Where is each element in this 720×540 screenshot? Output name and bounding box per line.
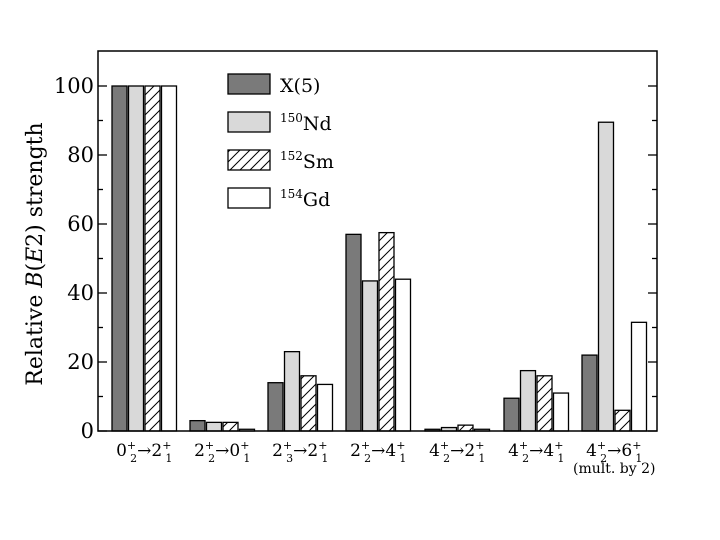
bar-150nd-c3 xyxy=(283,350,301,432)
bar-150nd-c6 xyxy=(519,369,537,432)
bar-152sm-c2 xyxy=(222,421,239,432)
x-category-label: 4+ 2→2+ 1 xyxy=(429,439,485,465)
legend-swatch xyxy=(227,111,271,133)
bar-154gd-c7 xyxy=(630,321,648,432)
category-note: (mult. by 2) xyxy=(573,461,655,477)
bar-154gd-c1 xyxy=(160,85,178,432)
x-category-label: 2+ 3→2+ 1 xyxy=(272,439,328,465)
bar-150nd-c4 xyxy=(361,280,379,432)
legend-label: X(5) xyxy=(280,75,320,97)
bar-x5-c7 xyxy=(581,354,598,432)
bar-154gd-c3 xyxy=(316,383,334,432)
y-tick-label: 40 xyxy=(67,281,94,305)
y-tick-label: 20 xyxy=(67,350,94,374)
bar-152sm-c7 xyxy=(614,409,631,432)
legend-swatch xyxy=(227,187,271,209)
x-category-label: 0+ 2→2+ 1 xyxy=(116,439,172,465)
x-category-label: 2+ 2→0+ 1 xyxy=(194,439,250,465)
bar-152sm-c3 xyxy=(300,375,317,432)
x-category-label: 2+ 2→4+ 1 xyxy=(350,439,406,465)
legend-swatch xyxy=(227,73,271,95)
y-axis-label: Relative B(E2) strength xyxy=(23,122,48,385)
y-tick-label: 80 xyxy=(67,143,94,167)
bar-154gd-c6 xyxy=(552,392,570,432)
y-tick-label: 60 xyxy=(67,212,94,236)
bar-x5-c4 xyxy=(345,233,362,432)
y-tick-label: 100 xyxy=(54,74,94,98)
bar-152sm-c1 xyxy=(144,85,161,432)
x-category-label: 4+ 2→6+ 1 xyxy=(586,439,642,465)
legend-swatch xyxy=(227,149,271,171)
bar-152sm-c6 xyxy=(536,375,553,432)
bar-150nd-c2 xyxy=(205,421,223,432)
x-category-label: 4+ 2→4+ 1 xyxy=(508,439,564,465)
bar-x5-c1 xyxy=(111,85,128,432)
bar-x5-c2 xyxy=(189,419,206,432)
bar-x5-c3 xyxy=(267,382,284,432)
plot-frame xyxy=(97,50,658,432)
bar-150nd-c7 xyxy=(597,121,615,432)
legend-label: 154Gd xyxy=(280,187,330,211)
legend-label: 152Sm xyxy=(280,149,334,173)
bar-150nd-c1 xyxy=(127,85,145,432)
legend-label: 150Nd xyxy=(280,111,332,135)
ticks-layer: 0 20 40 60 80 100 xyxy=(54,74,657,443)
legend: X(5) 150Nd 152Sm 154Gd xyxy=(227,73,334,211)
bar-152sm-c5 xyxy=(457,424,474,432)
y-tick-label: 0 xyxy=(81,419,94,443)
bar-152sm-c4 xyxy=(378,231,395,432)
bars-layer xyxy=(111,85,648,432)
bar-x5-c6 xyxy=(503,397,520,432)
bar-154gd-c4 xyxy=(394,278,412,432)
category-labels: 0+ 2→2+ 1 2+ 2→0+ 1 2+ 3→2+ 1 2+ 2→4+ 1 4+ 2→2+ 1 4+ 2→4… xyxy=(116,439,642,465)
